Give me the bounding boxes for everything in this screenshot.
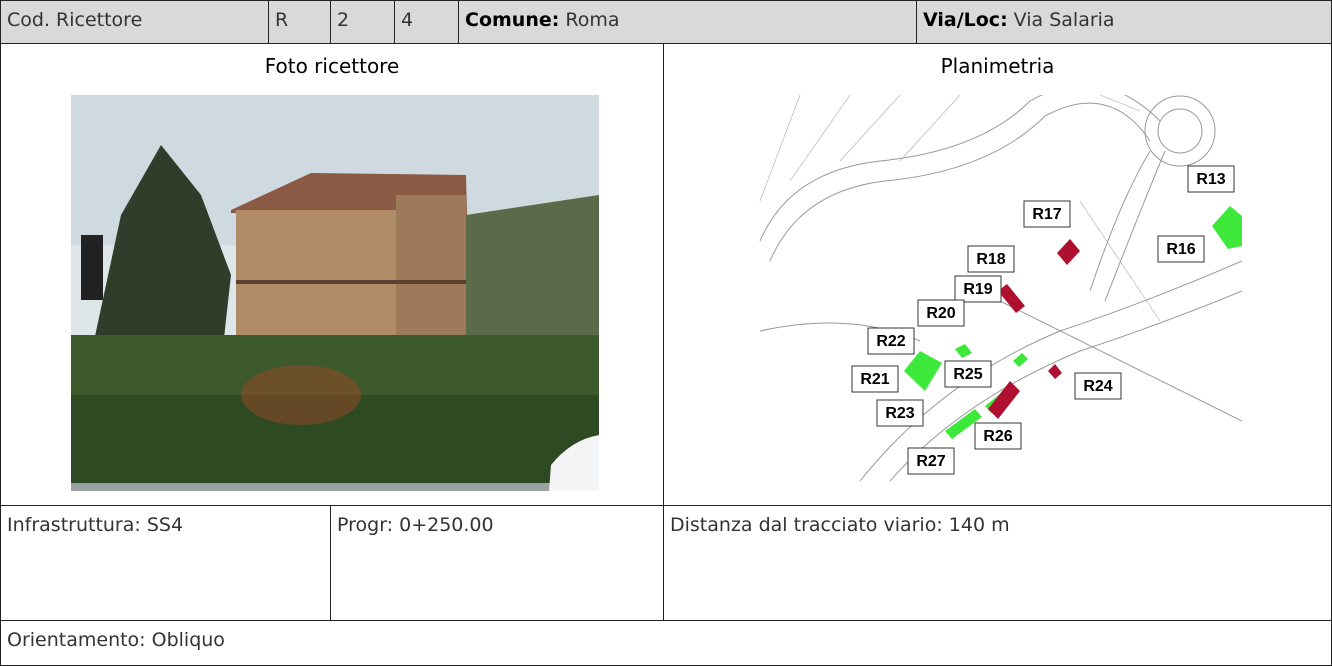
distance: Distanza dal tracciato viario: 140 m — [670, 514, 1010, 536]
map-label: R17 — [1032, 206, 1061, 223]
cell: R — [268, 0, 331, 44]
photo-cell: Foto ricettore — [0, 43, 664, 506]
photo-title: Foto ricettore — [264, 54, 400, 78]
map-label-box — [876, 399, 924, 427]
value: Via Salaria — [1013, 9, 1115, 31]
map-label: R20 — [926, 305, 955, 322]
map-label: R18 — [976, 251, 1005, 268]
code: 4 — [401, 9, 414, 31]
cell: Via/Loc: Via Salaria — [916, 0, 1332, 44]
map-label: R21 — [860, 371, 889, 388]
map-label-box — [1074, 372, 1122, 400]
cell: Cod. Ricettore — [0, 0, 269, 44]
map-label-box — [917, 299, 965, 327]
cell: Orientamento: Obliquo — [0, 620, 1332, 666]
map-label-box — [954, 275, 1002, 303]
map-cell: Planimetria — [663, 43, 1332, 506]
map-label-box — [967, 245, 1015, 273]
map-label-box — [974, 422, 1022, 450]
photo — [71, 95, 599, 491]
map-label: R26 — [983, 428, 1012, 445]
code: R — [275, 9, 289, 31]
map-label: R22 — [876, 333, 905, 350]
map: R13 R17 R16 R18 R19 R20 R22 R25 R21 R24 R23 R26 R27 — [748, 95, 1242, 483]
cell: Infrastruttura: SS4 — [0, 505, 331, 621]
label: Via/Loc: — [923, 9, 1008, 31]
map-label-box — [1157, 235, 1205, 263]
infrastructure: Infrastruttura: SS4 — [7, 514, 184, 536]
cell: 2 — [330, 0, 395, 44]
map-label-box — [907, 447, 955, 475]
map-label-box — [851, 365, 899, 393]
map-title: Planimetria — [940, 54, 1055, 78]
cell: Comune: Roma — [458, 0, 917, 44]
map-label: R13 — [1196, 171, 1225, 188]
map-label-box — [944, 360, 992, 388]
map-label: R24 — [1083, 378, 1112, 395]
cell: Distanza dal tracciato viario: 140 m — [663, 505, 1332, 621]
map-label-box — [1023, 200, 1071, 228]
map-label-box — [1187, 165, 1235, 193]
cell: Progr: 0+250.00 — [330, 505, 664, 621]
map-label: R19 — [963, 281, 992, 298]
code: 2 — [337, 9, 350, 31]
value: Roma — [565, 9, 620, 31]
label: Cod. Ricettore — [7, 9, 143, 31]
cell: 4 — [394, 0, 459, 44]
label: Comune: — [465, 9, 560, 31]
map-label: R27 — [916, 453, 945, 470]
map-label-box — [867, 327, 915, 355]
map-label: R25 — [953, 366, 982, 383]
map-label: R16 — [1166, 241, 1195, 258]
map-label: R23 — [885, 405, 914, 422]
orientation: Orientamento: Obliquo — [7, 629, 225, 651]
progressive: Progr: 0+250.00 — [337, 514, 494, 536]
